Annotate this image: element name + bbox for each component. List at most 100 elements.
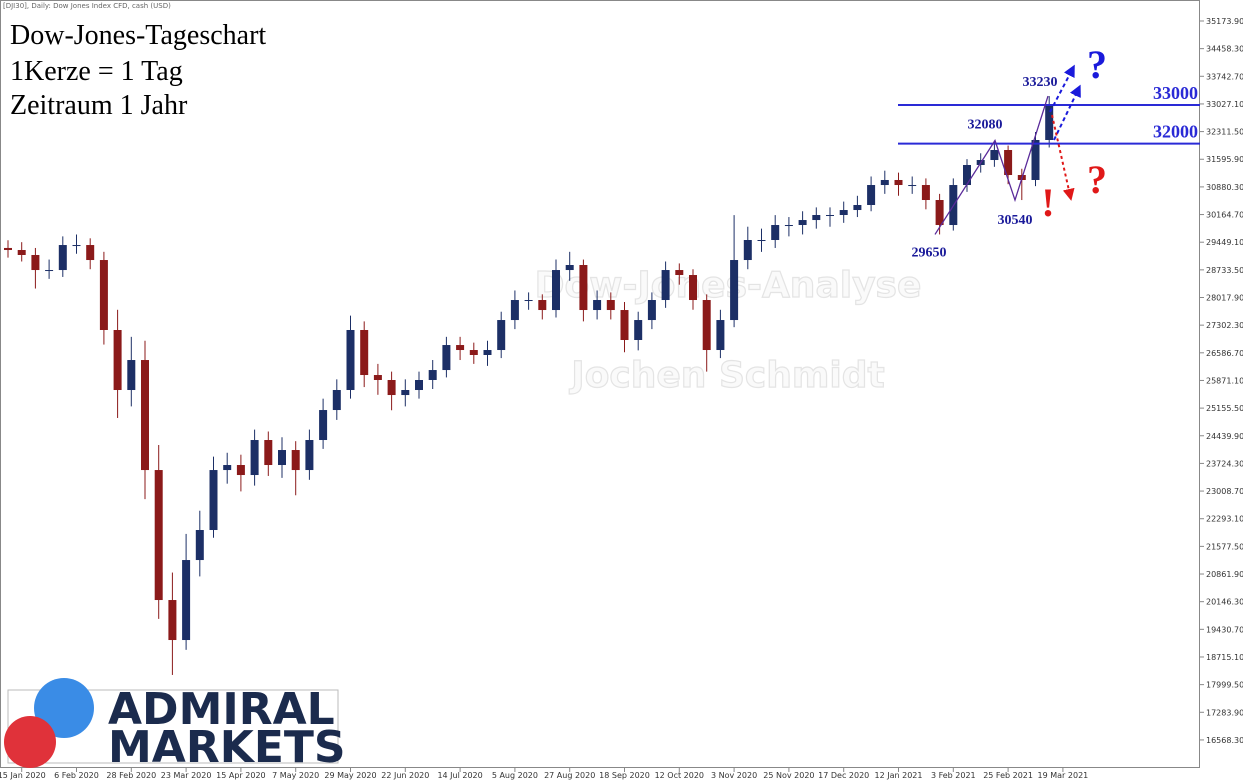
candle-body bbox=[415, 380, 423, 391]
candle-body bbox=[373, 375, 382, 381]
candle-body bbox=[1004, 150, 1013, 176]
candle-body bbox=[99, 260, 108, 330]
y-tick-label: 28017.90 bbox=[1206, 294, 1243, 303]
y-tick-label: 30880.30 bbox=[1206, 183, 1243, 192]
y-tick-label: 24439.90 bbox=[1206, 432, 1243, 441]
candle-body bbox=[579, 265, 588, 311]
candle-body bbox=[45, 270, 54, 272]
candle-body bbox=[1045, 104, 1054, 140]
candle-body bbox=[894, 179, 903, 186]
candle-body bbox=[387, 380, 396, 396]
zigzag bbox=[934, 95, 1049, 235]
candle-body bbox=[716, 320, 725, 351]
y-tick-label: 16568.30 bbox=[1206, 736, 1243, 745]
candle-body bbox=[113, 329, 122, 391]
candle-body bbox=[921, 185, 930, 201]
sign: ! bbox=[1041, 180, 1054, 225]
candle-body bbox=[880, 179, 889, 186]
candle-body bbox=[17, 250, 26, 255]
candle-body bbox=[442, 345, 451, 371]
candle-body bbox=[620, 310, 629, 341]
candle-body bbox=[250, 440, 259, 476]
logo: ADMIRAL MARKETS bbox=[4, 678, 346, 773]
logo-circle bbox=[34, 678, 94, 738]
candle-body bbox=[702, 300, 711, 351]
x-tick-label: 25 Feb 2021 bbox=[983, 771, 1033, 780]
candle-body bbox=[689, 275, 697, 301]
x-tick-label: 12 Oct 2020 bbox=[655, 771, 704, 780]
x-tick-label: 19 Mar 2021 bbox=[1038, 771, 1089, 780]
x-tick-label: 7 May 2020 bbox=[272, 771, 319, 780]
y-tick-label: 28733.50 bbox=[1206, 266, 1243, 275]
candle-body bbox=[305, 440, 314, 471]
pivot-label: 33230 bbox=[1023, 75, 1058, 90]
x-tick-label: 18 Sep 2020 bbox=[599, 771, 650, 780]
y-tick-label: 22293.10 bbox=[1206, 515, 1243, 524]
candle-body bbox=[935, 200, 944, 226]
level-label: 32000 bbox=[1153, 122, 1198, 142]
sign: ? bbox=[1087, 157, 1107, 202]
y-tick-label: 25155.50 bbox=[1206, 404, 1243, 413]
pivot-label: 32080 bbox=[968, 118, 1003, 133]
x-tick-label: 17 Dec 2020 bbox=[818, 771, 869, 780]
candle-body bbox=[565, 265, 574, 271]
y-tick-label: 21577.50 bbox=[1206, 542, 1243, 551]
candle-body bbox=[182, 560, 191, 641]
y-tick-label: 33027.10 bbox=[1206, 100, 1243, 109]
level-label: 33000 bbox=[1153, 83, 1198, 103]
candle-body bbox=[538, 300, 547, 311]
candle-body bbox=[593, 300, 602, 311]
x-tick-label: 3 Nov 2020 bbox=[711, 771, 757, 780]
candle-body bbox=[675, 270, 684, 276]
candle-body bbox=[483, 350, 492, 355]
candle-body bbox=[428, 370, 437, 381]
x-tick-label: 14 Jul 2020 bbox=[437, 771, 482, 780]
watermark: Dow-Jones-Analyse bbox=[535, 265, 922, 306]
logo-circle bbox=[4, 716, 56, 768]
candle-body bbox=[127, 360, 136, 391]
y-tick-label: 20861.90 bbox=[1206, 570, 1243, 579]
candle-body bbox=[86, 245, 95, 261]
pivot-label: 29650 bbox=[912, 245, 947, 260]
candle-body bbox=[456, 345, 465, 351]
x-tick-label: 29 May 2020 bbox=[324, 771, 376, 780]
candle-body bbox=[1031, 139, 1040, 180]
candle-body bbox=[730, 260, 739, 321]
x-tick-label: 28 Feb 2020 bbox=[106, 771, 156, 780]
arrow bbox=[1053, 84, 1081, 141]
candle-body bbox=[264, 440, 273, 466]
x-tick-label: 22 Jun 2020 bbox=[381, 771, 429, 780]
candle-body bbox=[839, 210, 848, 216]
x-tick-label: 12 Jan 2021 bbox=[875, 771, 923, 780]
candle-body bbox=[360, 329, 369, 376]
x-tick-label: 5 Aug 2020 bbox=[492, 771, 538, 780]
y-tick-label: 23008.70 bbox=[1206, 487, 1243, 496]
x-tick-label: 6 Feb 2020 bbox=[54, 771, 99, 780]
candle-body bbox=[853, 204, 862, 211]
candle-body bbox=[141, 360, 149, 471]
candle-body bbox=[4, 247, 12, 251]
y-tick-label: 27302.30 bbox=[1206, 321, 1243, 330]
title-line: 1Kerze = 1 Tag bbox=[10, 56, 183, 87]
x-tick-label: 15 Apr 2020 bbox=[216, 771, 265, 780]
x-tick-label: 25 Nov 2020 bbox=[763, 771, 814, 780]
pivot-label: 30540 bbox=[998, 213, 1033, 228]
candle-body bbox=[58, 245, 67, 271]
candle-body bbox=[469, 350, 478, 355]
candle-body bbox=[291, 450, 300, 471]
y-tick-label: 17283.90 bbox=[1206, 708, 1243, 717]
candle-body bbox=[757, 240, 766, 242]
plot-frame bbox=[0, 0, 1200, 768]
candle-body bbox=[319, 410, 328, 441]
title-line: Dow-Jones-Tageschart bbox=[10, 20, 266, 51]
y-tick-label: 26586.70 bbox=[1206, 349, 1243, 358]
candle-body bbox=[552, 270, 560, 311]
candle-body bbox=[401, 390, 410, 396]
candle-body bbox=[168, 600, 177, 641]
y-tick-label: 19430.70 bbox=[1206, 625, 1243, 634]
y-tick-label: 34458.30 bbox=[1206, 45, 1243, 54]
sign: ? bbox=[1087, 42, 1107, 87]
y-tick-label: 23724.30 bbox=[1206, 459, 1243, 468]
y-tick-label: 18715.10 bbox=[1206, 653, 1243, 662]
